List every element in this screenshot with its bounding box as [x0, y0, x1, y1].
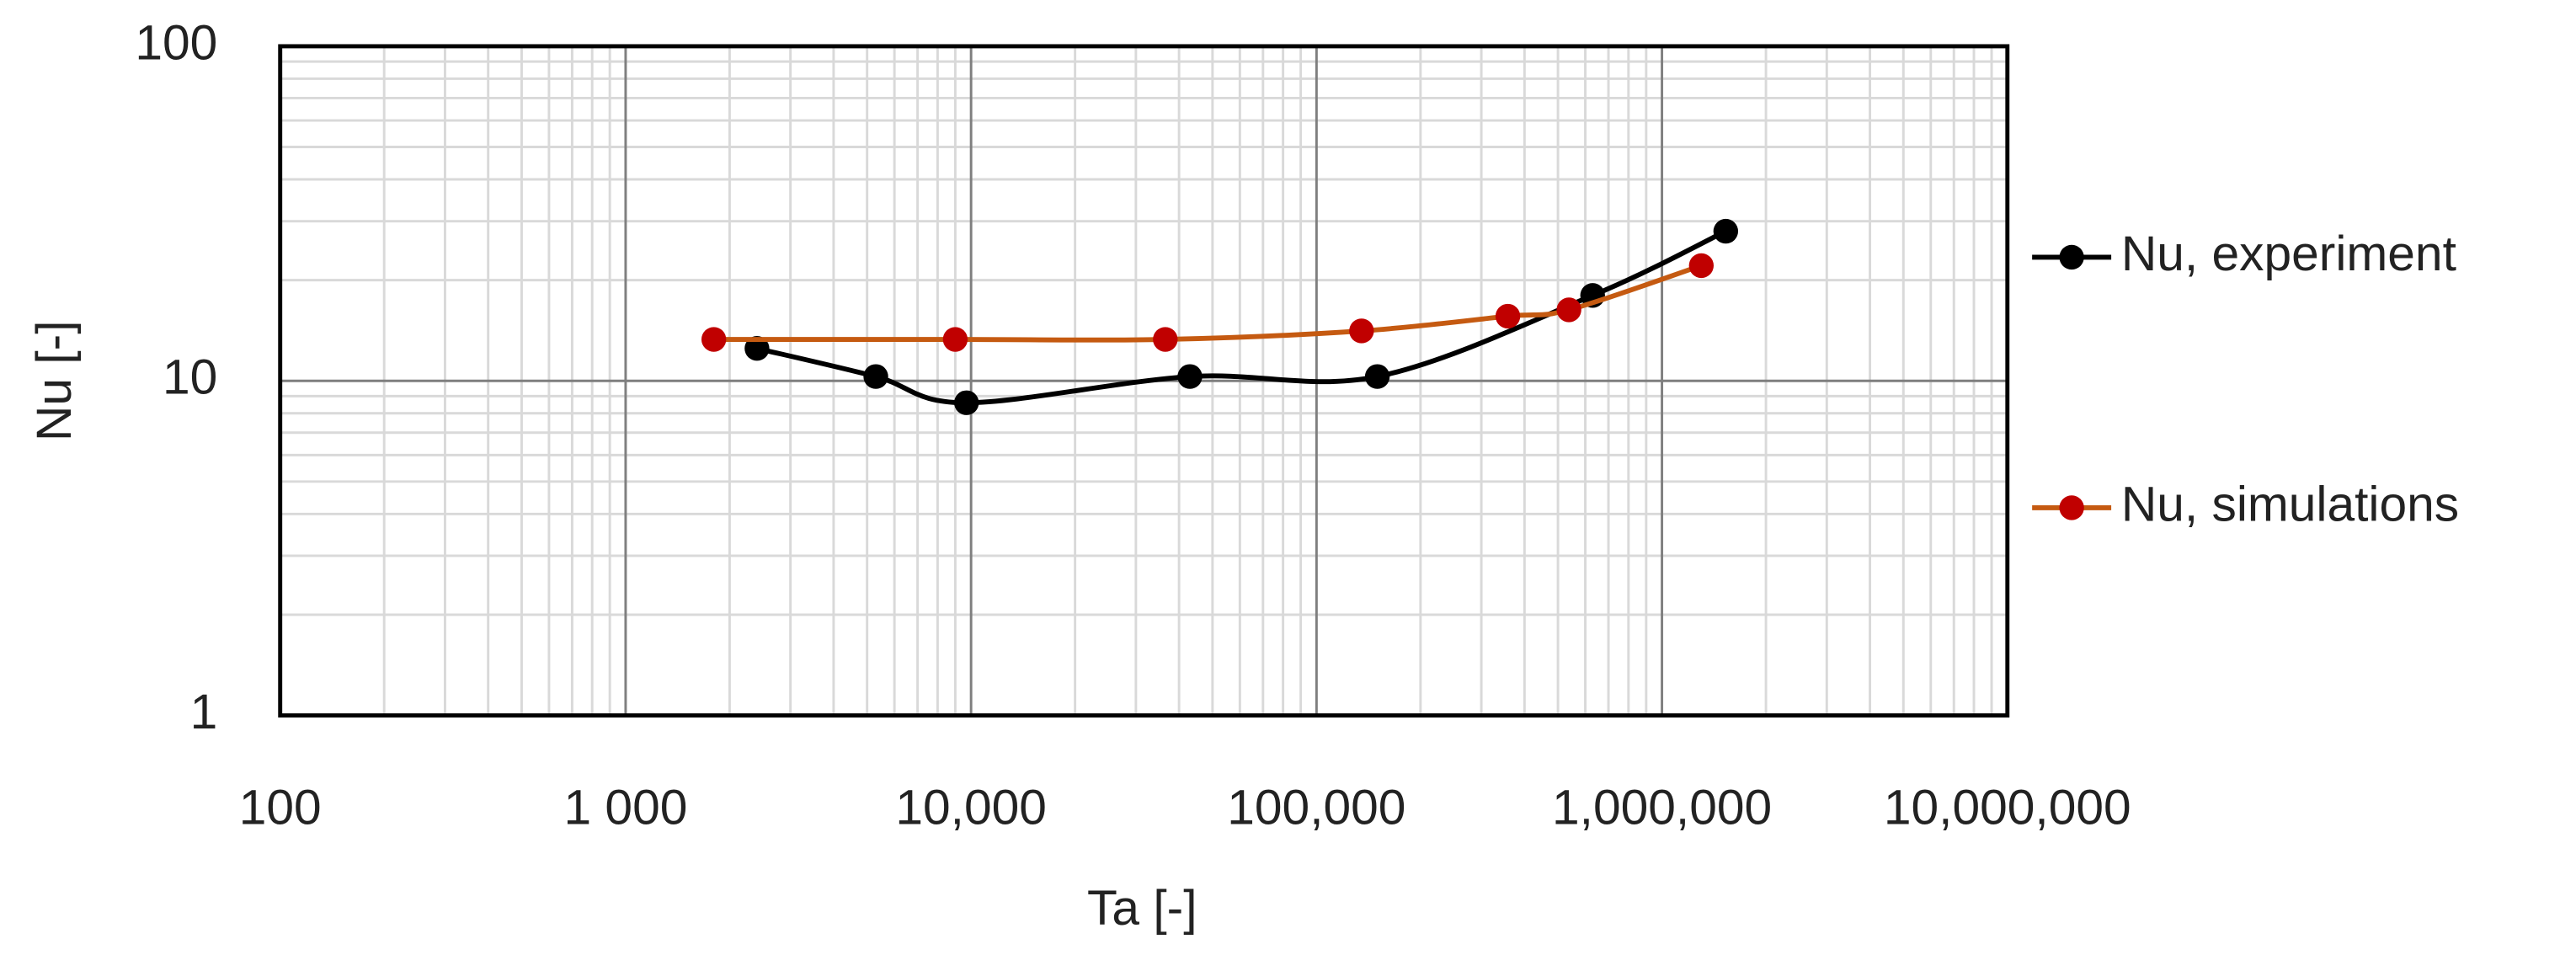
y-axis-label: Nu [-]: [27, 320, 82, 441]
y-tick-label: 10: [163, 350, 217, 405]
data-point: [1153, 327, 1178, 352]
legend-marker: [2059, 495, 2084, 520]
series-line: [713, 263, 1703, 343]
data-point: [701, 327, 727, 352]
data-point: [1713, 218, 1739, 244]
data-point: [1349, 318, 1374, 344]
x-tick-label: 10,000: [895, 781, 1047, 835]
data-point: [1495, 303, 1521, 329]
data-point: [744, 336, 770, 361]
legend-label: Nu, simulations: [2121, 477, 2459, 531]
data-point: [1364, 364, 1390, 389]
x-tick-label: 100,000: [1227, 781, 1405, 835]
x-tick-label: 1,000,000: [1552, 781, 1772, 835]
x-tick-label: 100: [239, 781, 322, 835]
data-point: [1177, 364, 1203, 389]
data-point: [942, 327, 968, 352]
legend-label: Nu, experiment: [2121, 227, 2456, 281]
series-line: [756, 228, 1727, 406]
legend-marker: [2059, 244, 2084, 270]
x-tick-label: 10,000,000: [1884, 781, 2131, 835]
y-tick-label: 1: [190, 685, 218, 739]
data-point: [1556, 297, 1581, 323]
x-tick-label: 1 000: [563, 781, 687, 835]
plot-frame: [278, 44, 2010, 718]
data-point: [863, 364, 888, 389]
data-point: [954, 390, 979, 415]
x-axis-label: Ta [-]: [1087, 881, 1197, 936]
data-point: [1688, 253, 1714, 279]
y-tick-label: 100: [135, 15, 217, 70]
